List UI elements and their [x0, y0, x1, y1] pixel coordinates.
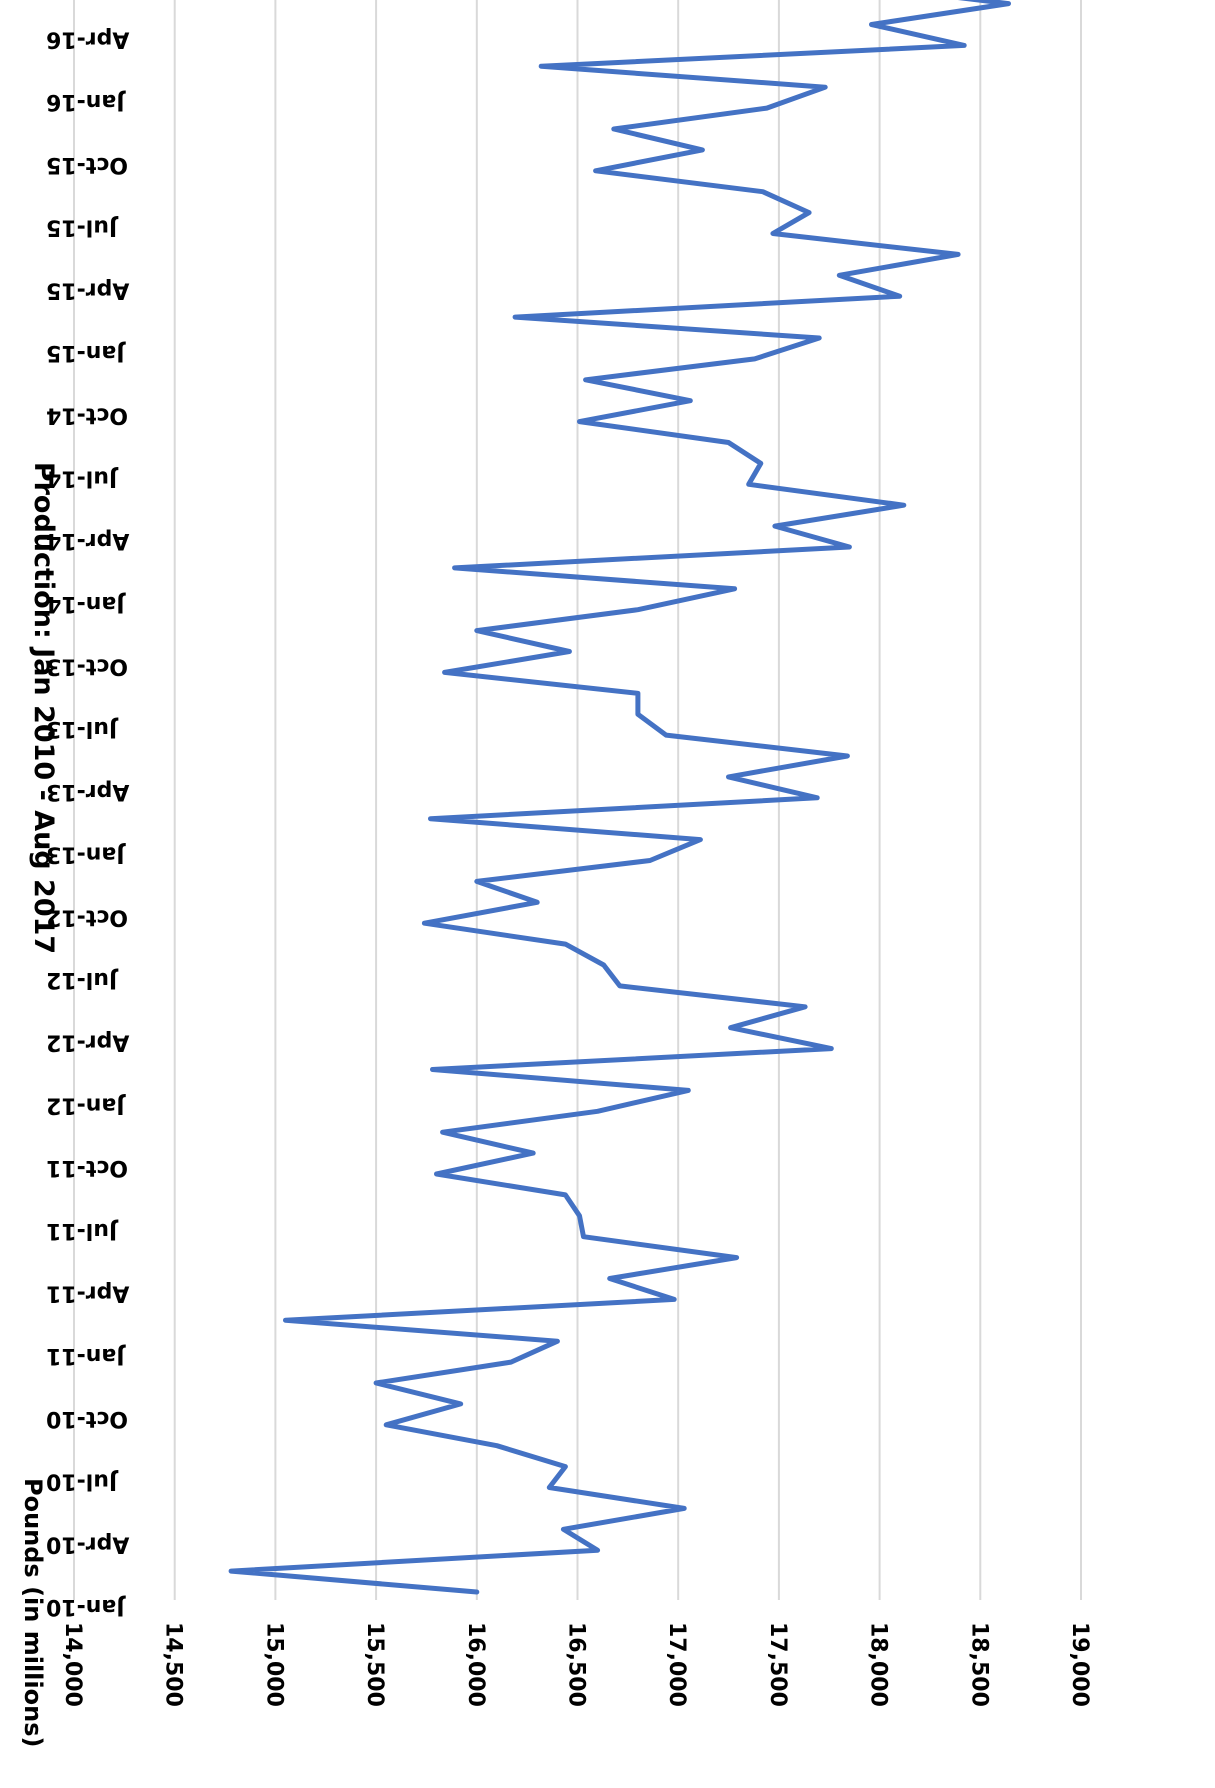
y-tick-label: 14,500	[161, 1622, 186, 1707]
y-axis-ticks: 19,000 18,500 18,000 17,500 17,000 16,500 16,0…	[60, 1622, 1092, 1707]
x-tick-label: Apr-15	[46, 277, 129, 302]
x-tick-label: Jan-11	[46, 1343, 126, 1368]
y-tick-label: 17,500	[765, 1622, 790, 1707]
series-line	[228, 0, 1074, 1595]
x-tick-label: Jul-12	[46, 967, 119, 992]
x-tick-label: Jul-14	[46, 465, 119, 490]
x-tick-label: Jan-10	[46, 1594, 126, 1619]
y-tick-label: 16,000	[463, 1622, 488, 1707]
x-tick-label: Apr-16	[46, 27, 129, 52]
y-tick-label: 18,000	[866, 1622, 891, 1707]
x-tick-label: Oct-13	[46, 654, 128, 679]
y-tick-label: 14,000	[60, 1622, 85, 1707]
x-tick-label: Apr-12	[46, 1030, 129, 1055]
x-tick-label: Jul-15	[46, 215, 119, 240]
x-tick-label: Jul-11	[46, 1218, 119, 1243]
x-tick-label: Jan-14	[46, 591, 126, 616]
x-tick-label: Jan-13	[46, 842, 126, 867]
x-tick-label: Apr-10	[46, 1531, 129, 1556]
chart-subtitle: Production: Jan 2010 - Aug 2017	[28, 462, 59, 954]
x-tick-label: Jan-12	[46, 1092, 126, 1117]
x-tick-label: Apr-14	[46, 528, 129, 553]
x-tick-label: Jan-15	[46, 340, 126, 365]
x-tick-label: Oct-10	[46, 1406, 128, 1431]
y-tick-label: 18,500	[966, 1622, 991, 1707]
x-tick-label: Oct-12	[46, 904, 128, 929]
y-tick-label: 17,000	[664, 1622, 689, 1707]
y-tick-label: 16,500	[564, 1622, 589, 1707]
x-tick-label: Jul-10	[46, 1469, 119, 1494]
y-tick-label: 19,000	[1067, 1622, 1092, 1707]
x-tick-label: Oct-14	[46, 403, 128, 428]
x-tick-label: Oct-15	[46, 152, 128, 177]
gridlines	[73, 0, 1082, 1600]
x-tick-label: Jul-13	[46, 716, 119, 741]
y-tick-label: 15,500	[362, 1622, 387, 1707]
x-tick-label: Apr-11	[46, 1281, 129, 1306]
x-tick-label: Jan-16	[46, 89, 126, 114]
y-axis-label: Pounds (in millions)	[19, 1478, 47, 1747]
x-tick-label: Oct-11	[46, 1155, 128, 1180]
x-tick-label: Apr-13	[46, 779, 129, 804]
y-tick-label: 15,000	[261, 1622, 286, 1707]
x-axis-ticks: Jan-10 Apr-10 Jul-10 Oct-10 Jan-11 Apr-11 Jul-…	[46, 27, 129, 1620]
